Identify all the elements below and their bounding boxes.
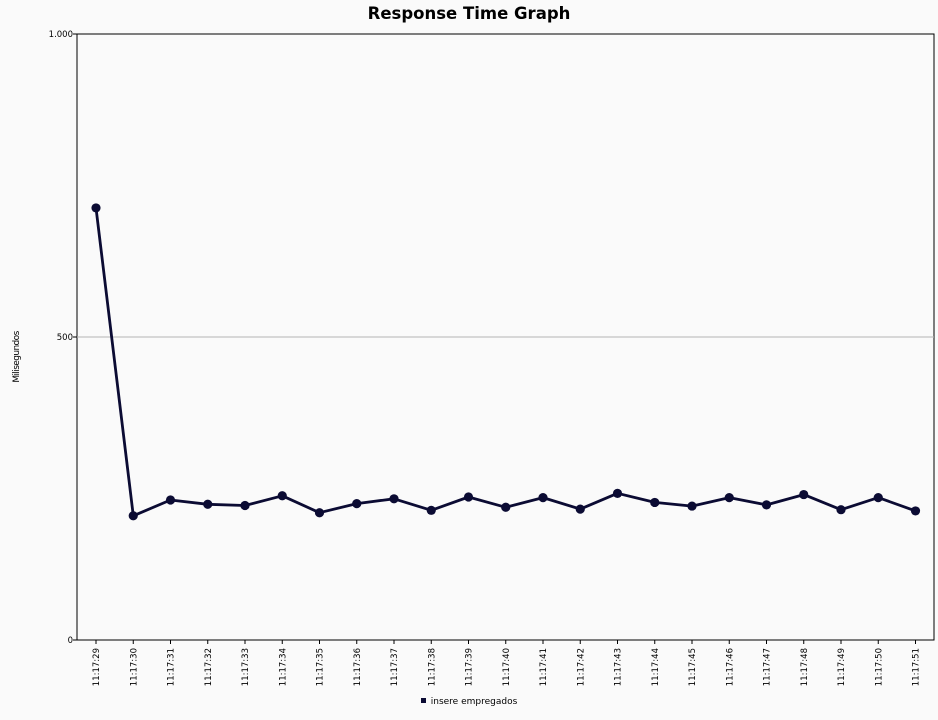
x-tick-label: 11:17:29 — [92, 648, 102, 686]
x-tick-label: 11:17:46 — [725, 648, 735, 686]
data-point — [389, 494, 399, 504]
x-tick-label: 11:17:40 — [502, 648, 512, 686]
data-point — [612, 488, 623, 498]
x-tick-label: 11:17:50 — [874, 648, 884, 686]
data-point — [463, 492, 474, 502]
data-point — [501, 502, 511, 512]
x-tick-label: 11:17:47 — [763, 648, 773, 686]
legend-label: insere empregados — [430, 697, 518, 707]
data-point — [538, 492, 548, 503]
x-axis: 11:17:29 11:17:30 11:17:31 11:17:32 11:17:33… — [92, 640, 922, 686]
data-point — [873, 492, 883, 503]
x-tick-label: 11:17:36 — [353, 648, 363, 686]
y-tick-label: 500 — [57, 333, 73, 343]
data-point — [128, 511, 138, 521]
legend: insere empregados — [0, 697, 938, 707]
x-tick-label: 11:17:30 — [129, 648, 139, 686]
y-tick-label: 1.000 — [49, 30, 73, 40]
data-point — [352, 499, 362, 509]
x-tick-label: 11:17:31 — [167, 648, 177, 686]
x-tick-label: 11:17:33 — [241, 648, 251, 686]
data-point — [836, 505, 846, 515]
data-point — [687, 501, 697, 511]
data-point — [426, 505, 436, 515]
y-axis-label: Milisegundos — [12, 330, 22, 382]
data-point — [799, 489, 809, 500]
data-point — [277, 491, 287, 501]
y-tick-label: 0 — [68, 636, 73, 646]
x-tick-label: 11:17:49 — [837, 648, 847, 686]
legend-swatch — [420, 698, 426, 703]
data-point — [650, 497, 660, 508]
y-axis: 0 500 1.000 — [49, 30, 77, 646]
x-tick-label: 11:17:38 — [427, 648, 437, 686]
data-point — [910, 506, 921, 516]
x-tick-label: 11:17:44 — [651, 648, 661, 686]
data-point — [575, 504, 585, 514]
x-tick-label: 11:17:43 — [614, 648, 624, 686]
x-tick-label: 11:17:35 — [316, 648, 326, 686]
chart-title: Response Time Graph — [367, 4, 571, 23]
x-tick-label: 11:17:51 — [912, 648, 922, 686]
data-point — [165, 495, 176, 505]
data-point — [91, 203, 101, 213]
data-points — [91, 203, 921, 521]
data-point — [203, 499, 213, 509]
x-tick-label: 11:17:34 — [278, 648, 288, 686]
x-tick-label: 11:17:48 — [800, 648, 810, 686]
x-tick-label: 11:17:45 — [688, 648, 698, 686]
data-point — [314, 508, 325, 518]
data-point — [724, 492, 734, 503]
data-point — [761, 500, 772, 510]
data-point — [240, 500, 250, 511]
x-tick-label: 11:17:42 — [576, 648, 586, 686]
x-tick-label: 11:17:41 — [539, 648, 549, 686]
x-tick-label: 11:17:37 — [390, 648, 400, 686]
x-tick-label: 11:17:39 — [465, 648, 475, 686]
x-tick-label: 11:17:32 — [204, 648, 214, 686]
